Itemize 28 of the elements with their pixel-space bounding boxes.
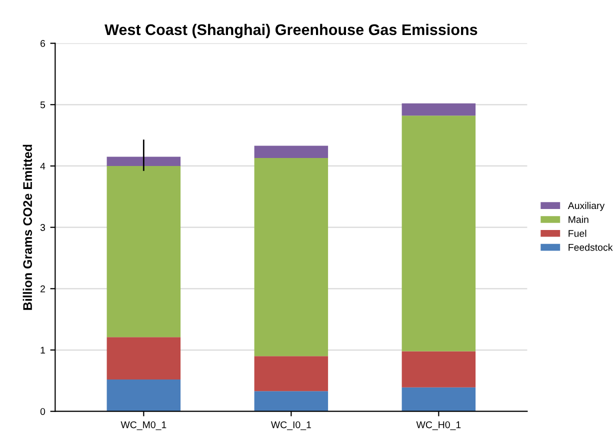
x-tick-label: WC_I0_1: [270, 421, 311, 430]
bar: [402, 351, 476, 388]
bar: [106, 337, 181, 380]
legend-label: Feedstock: [568, 244, 613, 251]
legend-label: Auxiliary: [568, 202, 605, 211]
x-tick-label: WC_H0_1: [416, 421, 461, 430]
legend-label: Main: [568, 216, 588, 223]
bar: [254, 391, 328, 412]
bar: [106, 156, 181, 166]
y-tick-label: 1: [40, 346, 45, 354]
bar: [106, 379, 181, 412]
y-tick-label: 2: [40, 285, 45, 292]
x-tick-label: WC_M0_1: [120, 421, 166, 430]
bar: [254, 158, 328, 356]
y-tick-label: 5: [40, 101, 46, 108]
bar: [254, 146, 328, 158]
legend-label: Fuel: [568, 230, 586, 237]
y-axis-title: Billion Grams CO2e Emitted: [22, 144, 32, 310]
bar: [254, 356, 328, 392]
bar: [402, 116, 476, 352]
bar: [402, 387, 476, 412]
bar: [402, 103, 476, 116]
y-tick-label: 4: [40, 162, 46, 170]
y-tick-label: 3: [40, 224, 46, 231]
y-tick-label: 0: [40, 408, 46, 415]
chart-title: West Coast (Shanghai) Greenhouse Gas Emissions: [104, 24, 478, 38]
y-tick-label: 6: [40, 40, 46, 47]
bar: [106, 166, 181, 338]
